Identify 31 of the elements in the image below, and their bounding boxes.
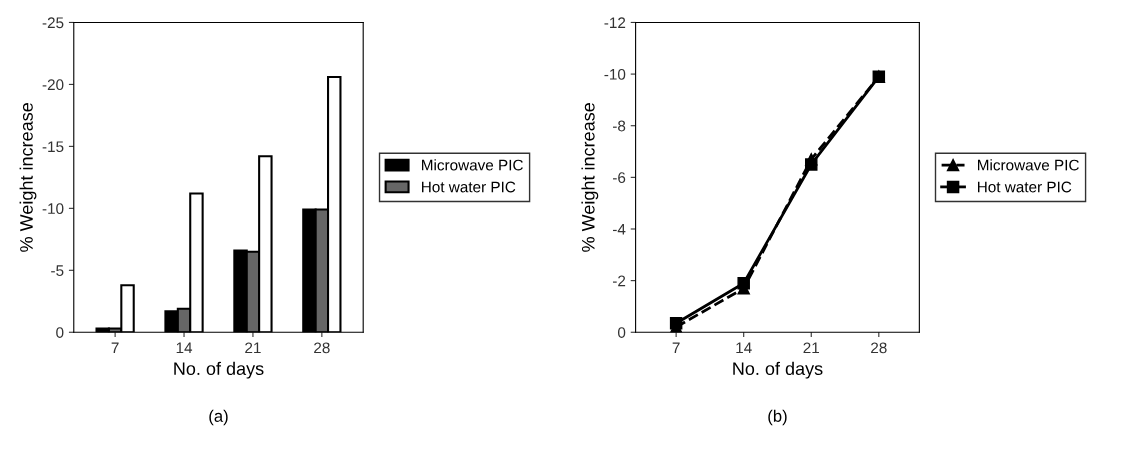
x-axis-title: No. of days [733, 361, 823, 379]
y-tick-label: -5 [51, 265, 64, 276]
legend-label: Microwave PIC [978, 159, 1079, 171]
text: (a) [209, 409, 228, 426]
y-tick-label: -4 [612, 224, 626, 235]
y-tick-label: -12 [604, 17, 626, 28]
legend-label: Hot water PIC [978, 181, 1072, 193]
y-tick-label: -10 [604, 68, 626, 80]
legend-label: Microwave PIC [422, 159, 523, 171]
y-axis-title: % Weight increase [581, 103, 599, 252]
text: (b) [768, 409, 787, 426]
x-axis-title: No. of days [174, 361, 264, 379]
y-axis-title: % Weight increase [19, 103, 37, 252]
y-tick-label: -10 [42, 203, 64, 215]
x-tick-label: 14 [176, 342, 193, 354]
y-tick-label: -8 [612, 120, 626, 132]
x-tick-label: 28 [871, 342, 887, 354]
x-tick-label: 7 [672, 342, 680, 354]
x-tick-label: 7 [111, 342, 119, 354]
y-tick-label: -2 [612, 275, 626, 287]
x-tick-label: 21 [245, 342, 261, 354]
y-tick-label: -15 [42, 141, 64, 153]
y-tick-label: -20 [42, 79, 64, 91]
y-tick-label: -6 [612, 172, 626, 184]
legend-label: Hot water PIC [422, 181, 516, 193]
x-tick-label: 14 [736, 342, 752, 354]
x-tick-label: 21 [803, 342, 820, 354]
x-tick-label: 28 [314, 342, 330, 354]
y-tick-label: 0 [617, 327, 626, 338]
y-tick-label: -25 [42, 17, 64, 29]
y-tick-label: 0 [56, 327, 64, 338]
